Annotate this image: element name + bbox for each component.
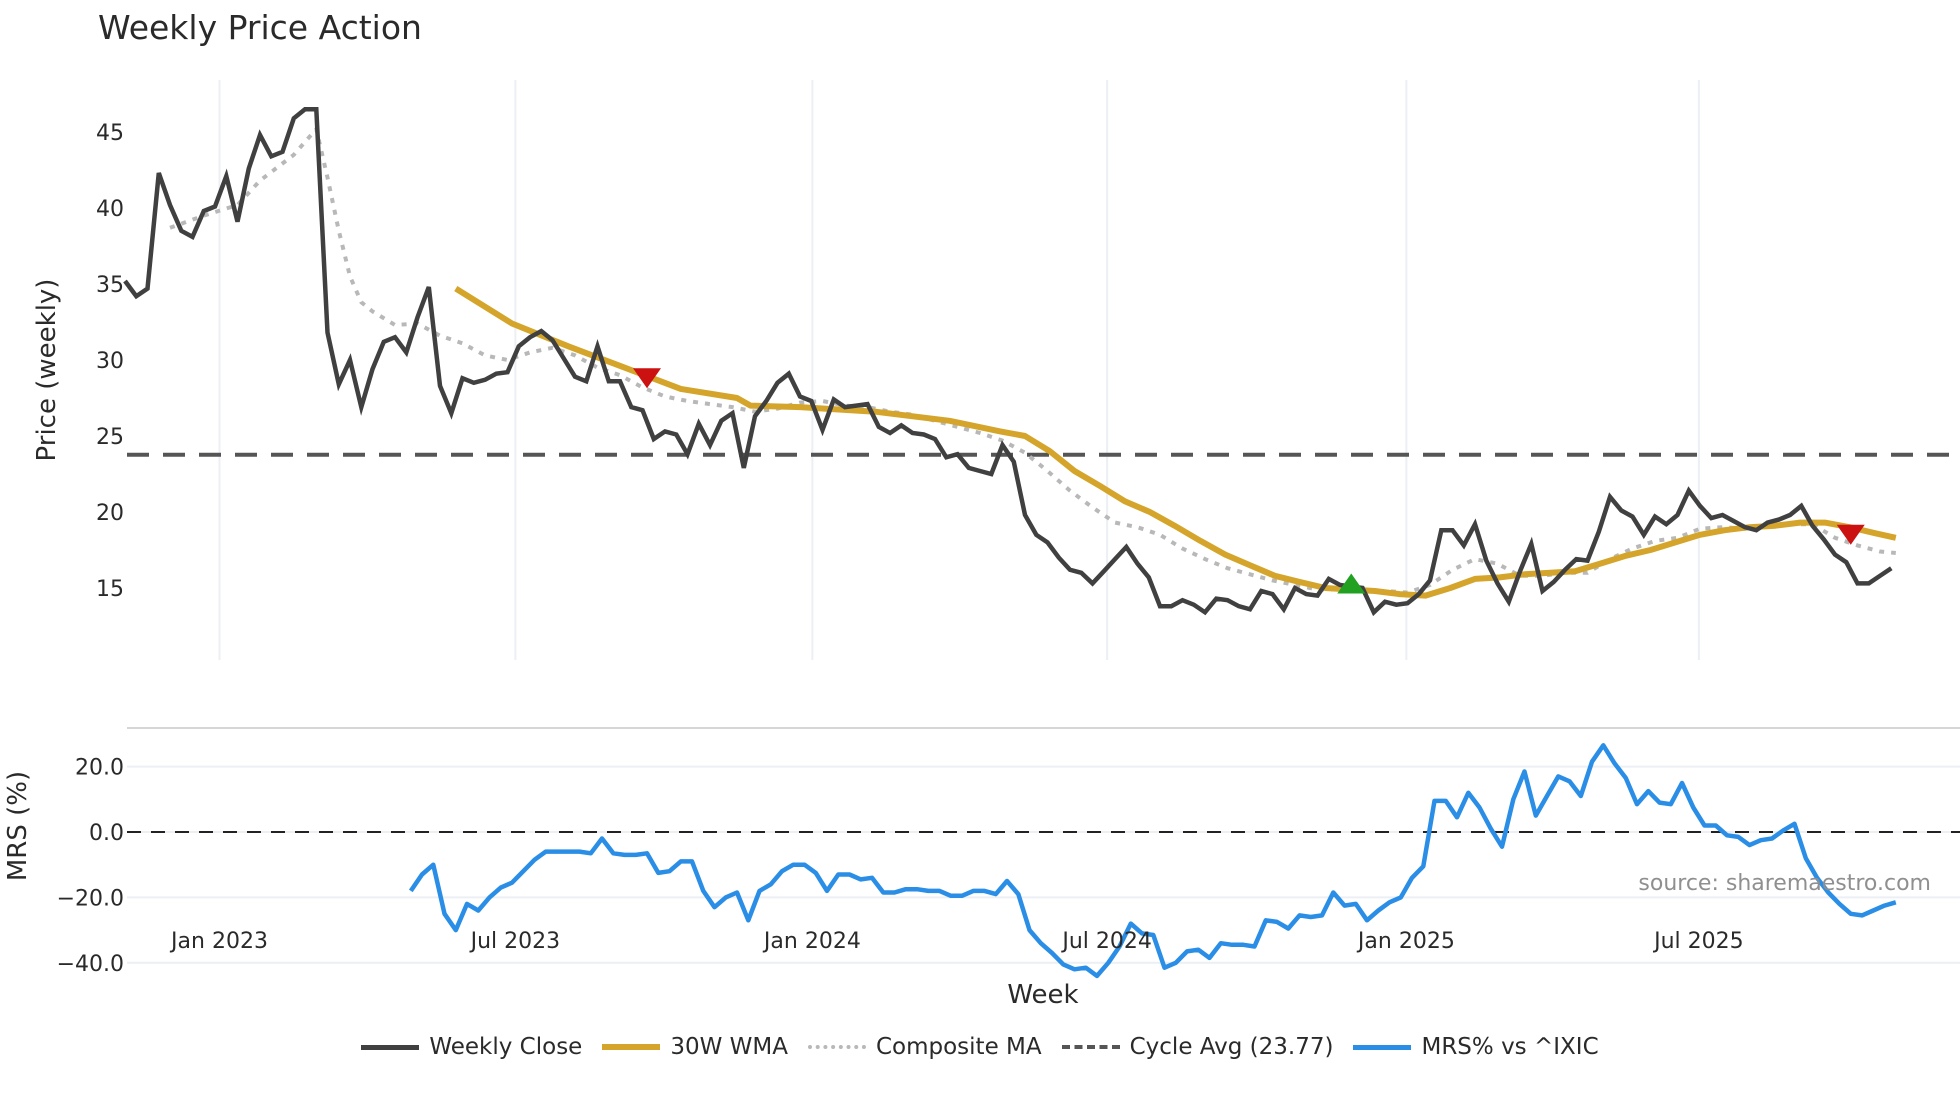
legend-label: Weekly Close — [429, 1034, 583, 1060]
source-note: source: sharemaestro.com — [1638, 871, 1931, 896]
wma-swatch-icon — [602, 1044, 661, 1050]
composite-ma-swatch-icon — [807, 1045, 866, 1049]
x-axis-title: Week — [1007, 980, 1078, 1010]
y-tick-label: 25 — [96, 425, 124, 450]
y-tick-label: 35 — [96, 273, 124, 298]
sell-signal-icon — [1836, 524, 1865, 545]
mrs-panel: −40.0 −20.0 0.0 20.0 MRS (%) source: sharem… — [3, 727, 1960, 979]
y-tick-label: 40 — [96, 197, 124, 222]
mrs-swatch-icon — [1353, 1044, 1412, 1050]
wma-30w-line — [454, 286, 1897, 599]
legend-label: 30W WMA — [670, 1034, 788, 1060]
legend-item-weekly-close[interactable]: Weekly Close — [361, 1034, 582, 1060]
y-tick-label: 15 — [96, 577, 124, 602]
weekly-close-line — [123, 106, 1893, 617]
price-y-axis-title: Price (weekly) — [32, 279, 62, 462]
legend: Weekly Close 30W WMA Composite MA Cycle … — [0, 1034, 1960, 1060]
x-tick-label: Jan 2025 — [1356, 929, 1455, 954]
mrs-line — [408, 743, 1897, 979]
price-panel: 15 20 25 30 35 40 45 Price (weekly) — [32, 80, 1960, 660]
x-tick-label: Jan 2024 — [762, 929, 861, 954]
y-tick-label: 45 — [96, 121, 124, 146]
legend-label: MRS% vs ^IXIC — [1421, 1034, 1599, 1060]
legend-item-cycle-avg[interactable]: Cycle Avg (23.77) — [1061, 1034, 1334, 1060]
buy-signal-icon — [1337, 573, 1366, 594]
sell-signal-icon — [633, 368, 661, 389]
mrs-y-tick-label: −40.0 — [57, 952, 124, 977]
mrs-y-tick-label: −20.0 — [57, 886, 124, 911]
x-axis: Jan 2023 Jul 2023 Jan 2024 Jul 2024 Jan 2025… — [169, 929, 1744, 954]
price-y-axis: 15 20 25 30 35 40 45 — [96, 121, 124, 602]
weekly-close-swatch-icon — [361, 1044, 420, 1050]
chart-title: Weekly Price Action — [98, 8, 422, 47]
legend-label: Composite MA — [875, 1034, 1042, 1060]
mrs-y-tick-label: 0.0 — [89, 821, 124, 846]
x-gridlines — [218, 80, 1700, 660]
legend-label: Cycle Avg (23.77) — [1129, 1034, 1334, 1060]
y-tick-label: 30 — [96, 349, 124, 374]
x-tick-label: Jan 2023 — [169, 929, 268, 954]
mrs-y-axis-title: MRS (%) — [3, 771, 33, 881]
x-tick-label: Jul 2024 — [1060, 929, 1152, 954]
legend-item-composite-ma[interactable]: Composite MA — [807, 1034, 1042, 1060]
y-tick-label: 20 — [96, 501, 124, 526]
legend-item-30w-wma[interactable]: 30W WMA — [602, 1034, 788, 1060]
mrs-y-tick-label: 20.0 — [75, 756, 124, 781]
x-tick-label: Jul 2023 — [469, 929, 561, 954]
signal-markers — [633, 368, 1865, 594]
cycle-avg-swatch-icon — [1061, 1045, 1120, 1049]
x-tick-label: Jul 2025 — [1652, 929, 1744, 954]
legend-item-mrs[interactable]: MRS% vs ^IXIC — [1353, 1034, 1599, 1060]
mrs-y-axis: −40.0 −20.0 0.0 20.0 — [57, 756, 124, 977]
